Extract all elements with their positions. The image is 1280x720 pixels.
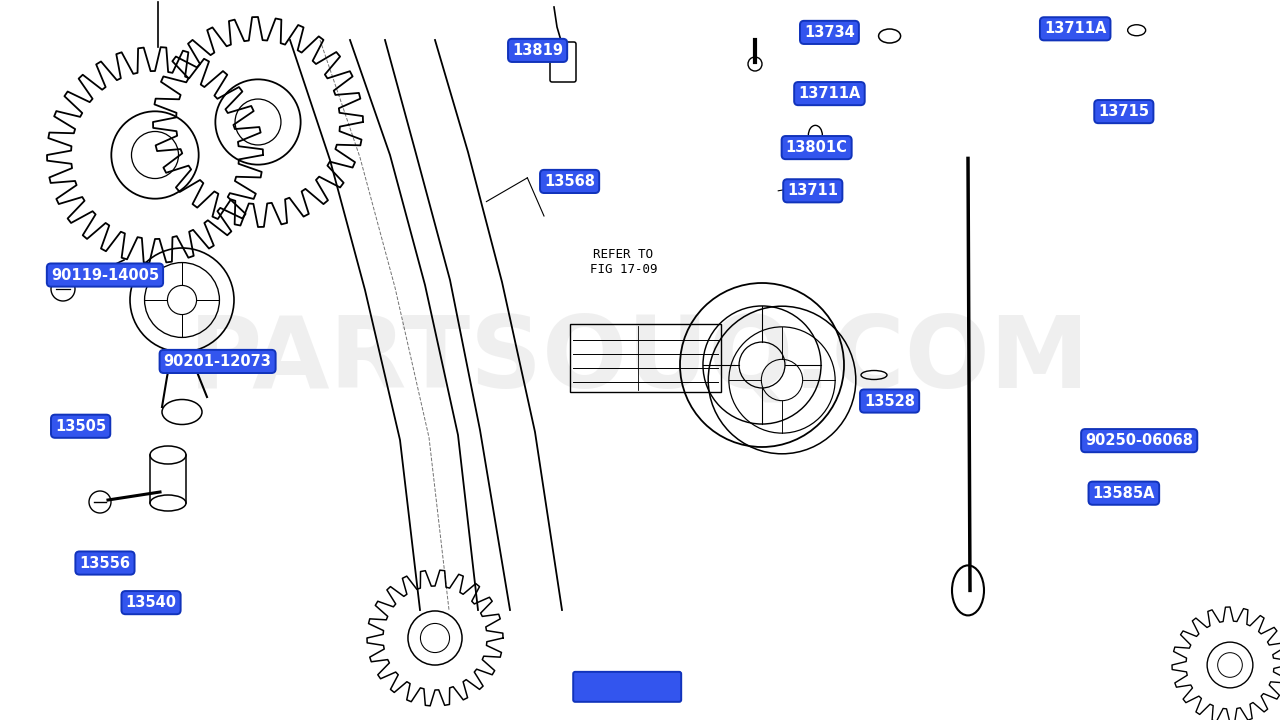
Text: 13801C: 13801C	[786, 140, 847, 155]
Text: 13711: 13711	[787, 184, 838, 198]
Text: 90201-12073: 90201-12073	[164, 354, 271, 369]
Text: 13711A: 13711A	[1044, 22, 1106, 36]
Text: 13711A: 13711A	[799, 86, 860, 101]
Text: 90250-06068: 90250-06068	[1085, 433, 1193, 448]
FancyBboxPatch shape	[573, 672, 681, 702]
Text: 13715: 13715	[1098, 104, 1149, 119]
Text: 13540: 13540	[125, 595, 177, 610]
Text: 13528: 13528	[864, 394, 915, 408]
Text: 90119-14005: 90119-14005	[51, 268, 159, 282]
Text: 13556: 13556	[79, 556, 131, 570]
Text: 13819: 13819	[512, 43, 563, 58]
Text: 13585A: 13585A	[1093, 486, 1155, 500]
Text: REFER TO
FIG 17-09: REFER TO FIG 17-09	[590, 248, 657, 276]
Text: PARTSOUQ.COM: PARTSOUQ.COM	[189, 312, 1091, 408]
Text: 13505: 13505	[55, 419, 106, 433]
Text: 13734: 13734	[804, 25, 855, 40]
Text: 13568: 13568	[544, 174, 595, 189]
